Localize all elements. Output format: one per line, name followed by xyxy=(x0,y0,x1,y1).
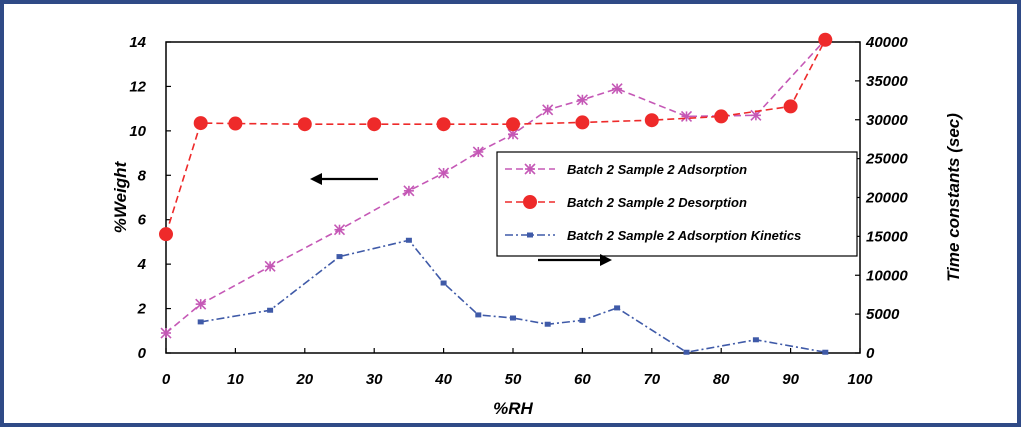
data-point xyxy=(680,110,693,122)
y-axis-title: %Weight xyxy=(111,160,130,233)
data-point xyxy=(440,280,447,286)
data-point xyxy=(683,349,690,355)
data-point xyxy=(159,227,173,242)
data-point xyxy=(575,115,590,130)
y2-tick-label: 10000 xyxy=(866,267,908,284)
legend-label: Batch 2 Sample 2 Adsorption Kinetics xyxy=(567,228,801,243)
y2-axis-title: Time constants (sec) xyxy=(944,113,963,282)
x-tick-label: 50 xyxy=(505,371,522,388)
data-point xyxy=(506,117,520,132)
data-point xyxy=(438,167,450,179)
y2-tick-label: 35000 xyxy=(866,73,908,90)
data-point xyxy=(367,117,382,132)
data-point xyxy=(436,117,451,132)
y2-tick-label: 0 xyxy=(866,345,875,362)
legend-item-0: Batch 2 Sample 2 Adsorption xyxy=(505,162,747,177)
chart-svg: 0 10 20 30 40 50 60 70 80 90 100 0 2 4 6 8 10 12 14 0 5000 10… xyxy=(111,32,963,418)
arrow-head xyxy=(310,173,322,185)
series-1 xyxy=(159,32,833,242)
data-point xyxy=(297,117,312,132)
y2-tick-label: 40000 xyxy=(865,34,908,51)
data-point xyxy=(195,298,207,310)
x-axis-title: %RH xyxy=(493,399,533,418)
data-point xyxy=(714,109,729,124)
data-point xyxy=(614,305,621,311)
legend-marker xyxy=(524,163,536,175)
y-tick-label: 6 xyxy=(138,212,147,229)
series-2 xyxy=(197,237,829,355)
arrow-left-annotation xyxy=(310,173,378,185)
data-point xyxy=(752,337,759,343)
x-tick-label: 100 xyxy=(847,371,873,388)
x-tick-label: 90 xyxy=(782,371,799,388)
arrow-head xyxy=(600,254,612,266)
data-point xyxy=(405,237,412,243)
data-point xyxy=(264,260,276,272)
x-tick-label: 70 xyxy=(643,371,660,388)
y-tick-label: 12 xyxy=(129,78,146,95)
x-tick-label: 40 xyxy=(434,371,452,388)
arrow-right-annotation xyxy=(538,254,612,266)
data-point xyxy=(267,307,274,313)
legend-box xyxy=(496,151,858,257)
data-point xyxy=(818,32,833,47)
x-tick-label: 10 xyxy=(227,371,244,388)
y2-tick-label: 25000 xyxy=(865,151,908,168)
data-point xyxy=(611,83,623,95)
data-point xyxy=(228,116,243,131)
data-point xyxy=(783,99,798,114)
y2-tick-label: 15000 xyxy=(866,228,908,245)
y2-tick-label: 5000 xyxy=(866,306,900,323)
data-point xyxy=(644,113,659,128)
y2-tick-label: 20000 xyxy=(865,190,908,207)
y-tick-label: 14 xyxy=(129,34,146,51)
data-point xyxy=(579,317,586,323)
data-point xyxy=(336,254,343,260)
annotations-group xyxy=(310,173,612,266)
data-point xyxy=(403,185,415,197)
series-line xyxy=(200,239,826,354)
axes-group: 0 10 20 30 40 50 60 70 80 90 100 0 2 4 6 8 10 12 14 0 5000 10… xyxy=(111,34,963,418)
legend-marker xyxy=(527,232,533,238)
x-tick-label: 80 xyxy=(713,371,730,388)
y-tick-label: 8 xyxy=(138,167,147,184)
legend-item-2: Batch 2 Sample 2 Adsorption Kinetics xyxy=(505,228,801,243)
series-group xyxy=(159,32,833,355)
x-tick-label: 60 xyxy=(574,371,591,388)
legend-label: Batch 2 Sample 2 Desorption xyxy=(567,195,747,210)
data-point xyxy=(576,94,588,106)
legend-label: Batch 2 Sample 2 Adsorption xyxy=(567,162,747,177)
data-point xyxy=(475,312,482,318)
y2-tick-label: 30000 xyxy=(866,112,908,129)
data-point xyxy=(542,104,554,116)
series-line xyxy=(165,39,826,334)
y-tick-label: 4 xyxy=(137,256,147,273)
y-tick-label: 2 xyxy=(137,301,147,318)
data-point xyxy=(197,319,204,325)
x-tick-label: 30 xyxy=(366,371,383,388)
data-point xyxy=(193,116,208,131)
data-point xyxy=(333,224,346,236)
y-tick-label: 0 xyxy=(138,345,147,362)
legend: Batch 2 Sample 2 Adsorption Batch 2 Sampl… xyxy=(496,151,858,257)
y-tick-label: 10 xyxy=(129,123,146,140)
data-point xyxy=(544,321,551,327)
x-tick-label: 0 xyxy=(162,371,171,388)
data-point xyxy=(822,349,829,355)
data-point xyxy=(160,327,172,339)
legend-item-1: Batch 2 Sample 2 Desorption xyxy=(505,195,747,210)
legend-marker xyxy=(523,195,537,209)
data-point xyxy=(472,146,484,158)
data-point xyxy=(510,315,516,321)
x-tick-label: 20 xyxy=(295,371,313,388)
